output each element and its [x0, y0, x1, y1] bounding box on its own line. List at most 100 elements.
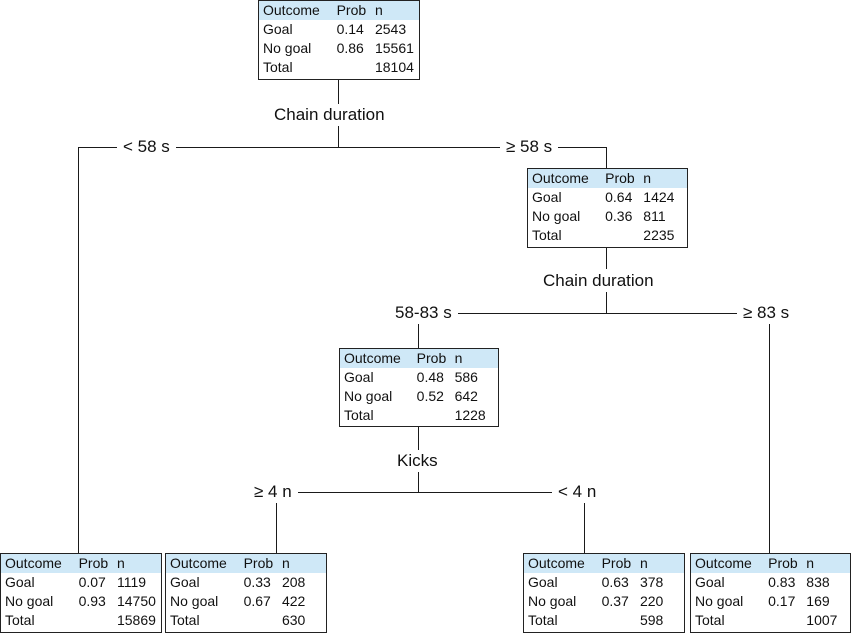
- connector-line: [276, 492, 585, 493]
- connector-line: [769, 313, 770, 553]
- table-cell: Total: [532, 227, 562, 243]
- table-cell: 0.93: [78, 593, 106, 609]
- table-cell: 630: [281, 612, 306, 628]
- connector-line: [78, 147, 79, 553]
- table-cell: Goal: [528, 574, 558, 590]
- table-header-cell: n: [802, 554, 850, 573]
- table-header-cell: Outcome: [691, 554, 765, 573]
- table-cell: Goal: [5, 574, 35, 590]
- table-cell: 0.36: [605, 208, 633, 224]
- table-cell: 15561: [374, 40, 414, 56]
- table-cell: 0.86: [336, 40, 364, 56]
- table-row: Goal 0.07 1119: [1, 573, 161, 592]
- outcome-table: Outcome Prob n Goal 0.63 378 No goal 0.37 220 Tot…: [524, 554, 684, 630]
- table-cell: 0.07: [78, 574, 106, 590]
- connector-line: [338, 126, 339, 148]
- outcome-table: Outcome Prob n Goal 0.64 1424 No goal 0.36 811 To…: [528, 169, 687, 245]
- table-header-cell: Outcome: [524, 554, 598, 573]
- connector-line: [418, 472, 419, 493]
- table-header-cell: Prob: [601, 169, 640, 188]
- table-cell: Total: [5, 612, 35, 628]
- table-cell: No goal: [5, 593, 54, 609]
- table-cell: 0.48: [416, 369, 444, 385]
- table-cell: [601, 226, 639, 245]
- table-cell: 220: [639, 593, 664, 609]
- table-cell: Goal: [532, 189, 562, 205]
- table-row: No goal 0.37 220: [524, 592, 684, 611]
- branch-label-lt4: < 4 n: [552, 481, 603, 503]
- table-row: No goal 0.52 642: [340, 387, 498, 406]
- table-row: Goal 0.48 586: [340, 368, 498, 387]
- table-header-cell: Outcome: [340, 349, 413, 368]
- table-cell: 1424: [643, 189, 675, 205]
- table-cell: [413, 406, 451, 425]
- branch-label-ge58: ≥ 58 s: [500, 136, 559, 158]
- table-row: Total 18104: [259, 58, 419, 77]
- table-header-cell: n: [639, 169, 687, 188]
- table-cell: No goal: [170, 593, 219, 609]
- table-cell: 838: [806, 574, 830, 590]
- table-cell: 2543: [374, 21, 407, 37]
- table-cell: Total: [695, 612, 725, 628]
- connector-line: [606, 247, 607, 269]
- connector-line: [338, 80, 339, 104]
- table-cell: No goal: [344, 388, 393, 404]
- table-header-cell: n: [370, 1, 419, 20]
- table-cell: No goal: [695, 593, 744, 609]
- table-cell: Goal: [263, 21, 293, 37]
- table-header-cell: Prob: [412, 349, 451, 368]
- table-header-cell: Outcome: [528, 169, 602, 188]
- connector-line: [418, 313, 419, 348]
- table-header-cell: Prob: [74, 554, 113, 573]
- table-row: Total 598: [524, 611, 684, 630]
- connector-line: [418, 426, 419, 450]
- connector-line: [606, 147, 607, 168]
- table-cell: 378: [639, 574, 664, 590]
- table-cell: No goal: [528, 593, 577, 609]
- table-cell: 0.64: [605, 189, 633, 205]
- table-cell: 18104: [374, 59, 414, 75]
- table-header-cell: Outcome: [166, 554, 240, 573]
- table-row: Total 15869: [1, 611, 161, 630]
- table-header-cell: Outcome: [1, 554, 75, 573]
- table-row: No goal 0.67 422: [166, 592, 326, 611]
- table-cell: Total: [344, 407, 374, 423]
- leaf-lt4: Outcome Prob n Goal 0.63 378 No goal 0.37 220 Tot…: [523, 553, 685, 633]
- table-cell: 0.33: [243, 574, 271, 590]
- table-cell: 0.52: [416, 388, 444, 404]
- table-row: Goal 0.14 2543: [259, 20, 419, 39]
- branch-label-ge83: ≥ 83 s: [737, 302, 796, 324]
- split-label-ge58: Chain duration: [539, 270, 658, 292]
- table-cell: Total: [170, 612, 200, 628]
- table-cell: 0.37: [601, 593, 629, 609]
- table-cell: [240, 611, 278, 630]
- connector-line: [606, 292, 607, 314]
- table-cell: 1007: [806, 612, 838, 628]
- leaf-ge83: Outcome Prob n Goal 0.83 838 No goal 0.17 169 Tot…: [690, 553, 851, 633]
- table-cell: Goal: [170, 574, 200, 590]
- table-cell: Goal: [344, 369, 374, 385]
- table-cell: 0.14: [336, 21, 364, 37]
- table-row: Total 630: [166, 611, 326, 630]
- node-58-83: Outcome Prob n Goal 0.48 586 No goal 0.52 642 Tot…: [339, 348, 499, 427]
- table-cell: No goal: [532, 208, 581, 224]
- table-cell: Total: [263, 59, 293, 75]
- table-cell: No goal: [263, 40, 312, 56]
- node-ge58: Outcome Prob n Goal 0.64 1424 No goal 0.36 811 To…: [527, 168, 688, 248]
- table-header-cell: n: [450, 349, 498, 368]
- table-cell: 169: [806, 593, 830, 609]
- table-cell: 0.17: [768, 593, 796, 609]
- connector-line: [418, 313, 770, 314]
- connector-line: [78, 147, 606, 148]
- table-row: No goal 0.17 169: [691, 592, 850, 611]
- table-cell: [598, 611, 636, 630]
- table-cell: 0.83: [768, 574, 796, 590]
- table-row: No goal 0.36 811: [528, 207, 687, 226]
- outcome-table: Outcome Prob n Goal 0.48 586 No goal 0.52 642 Tot…: [340, 349, 498, 425]
- connector-line: [584, 492, 585, 553]
- split-label-root: Chain duration: [270, 104, 389, 126]
- leaf-lt58: Outcome Prob n Goal 0.07 1119 No goal 0.93 14750…: [0, 553, 162, 633]
- table-cell: 598: [639, 612, 664, 628]
- table-row: No goal 0.93 14750: [1, 592, 161, 611]
